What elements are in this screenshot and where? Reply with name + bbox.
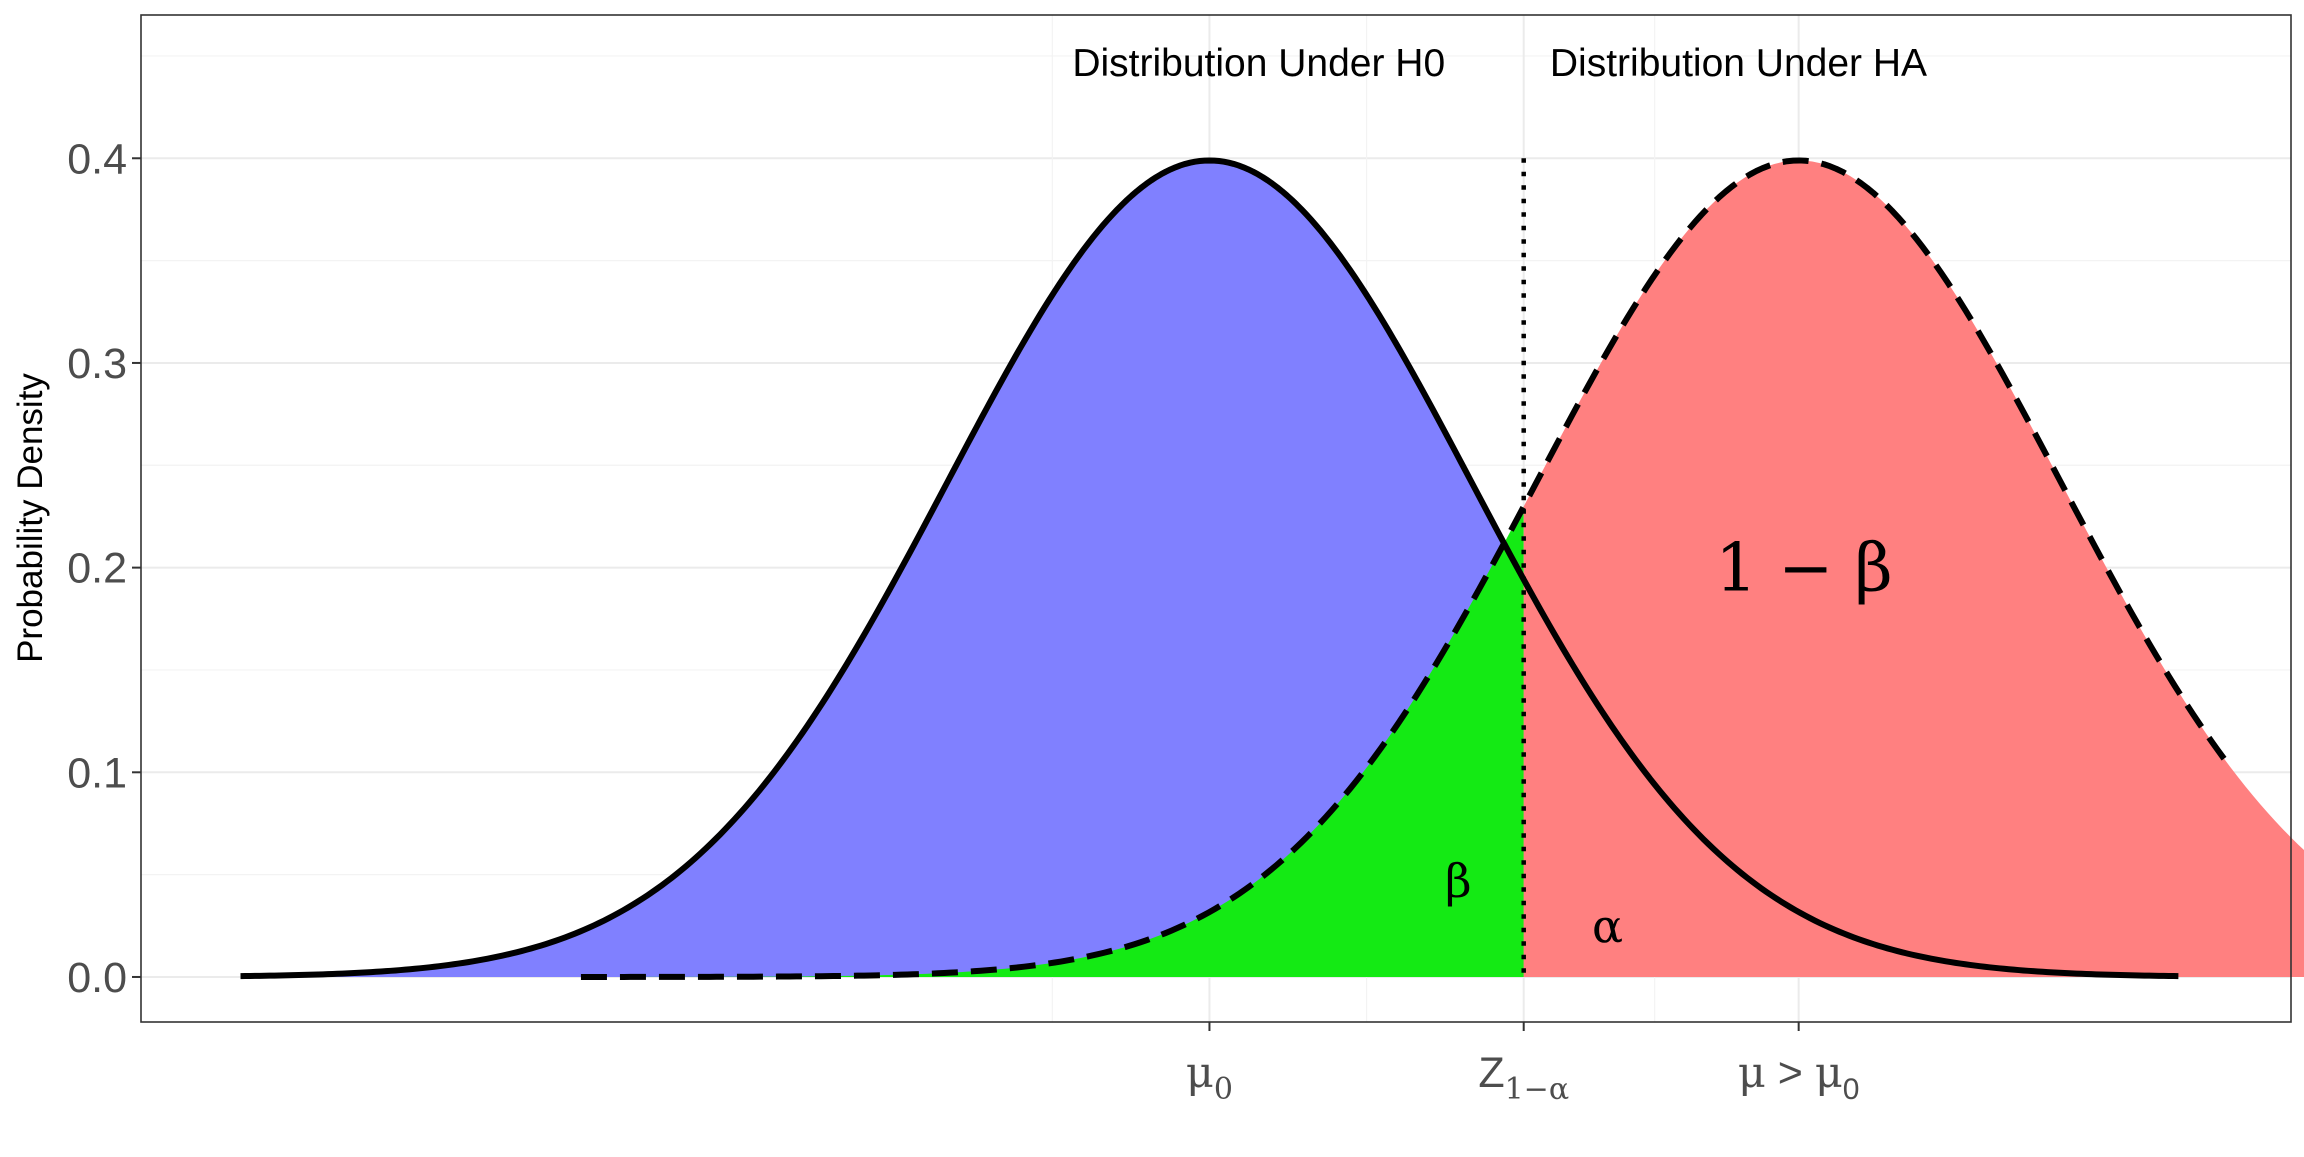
region-power [1523, 160, 2304, 977]
density-curves [240, 157, 2228, 980]
region-label: α [1592, 899, 1623, 953]
region-label: β [1445, 854, 1472, 908]
y-tick-label: 0.0 [67, 954, 127, 1002]
region-beta [580, 506, 1524, 977]
region-h0-density [240, 160, 1524, 977]
y-tick-label: 0.3 [67, 340, 127, 388]
distribution-label: Distribution Under HA [1550, 42, 1927, 85]
x-tick-label: Z1−α [1478, 1049, 1569, 1107]
region-label: 1 − β [1715, 530, 1892, 607]
plot-panel-border [140, 14, 2292, 1023]
y-axis-title: Probability Density [11, 373, 50, 663]
y-tick-label: 0.2 [67, 545, 127, 593]
h0-density-curve [240, 157, 2179, 980]
x-tick-label: μ > μ0 [1738, 1048, 1860, 1106]
x-tick-label: μ0 [1186, 1048, 1233, 1107]
shaded-regions [240, 160, 2304, 977]
y-tick-label: 0.1 [67, 749, 127, 797]
distribution-label: Distribution Under H0 [1072, 42, 1445, 85]
y-tick-label: 0.4 [67, 135, 127, 183]
ha-density-curve [580, 157, 2228, 980]
annotations: Distribution Under H0 Distribution Under … [1072, 42, 1927, 953]
axes: 0.0 0.1 0.2 0.3 0.4 μ0 Z1−α μ > μ0 [67, 135, 1859, 1107]
